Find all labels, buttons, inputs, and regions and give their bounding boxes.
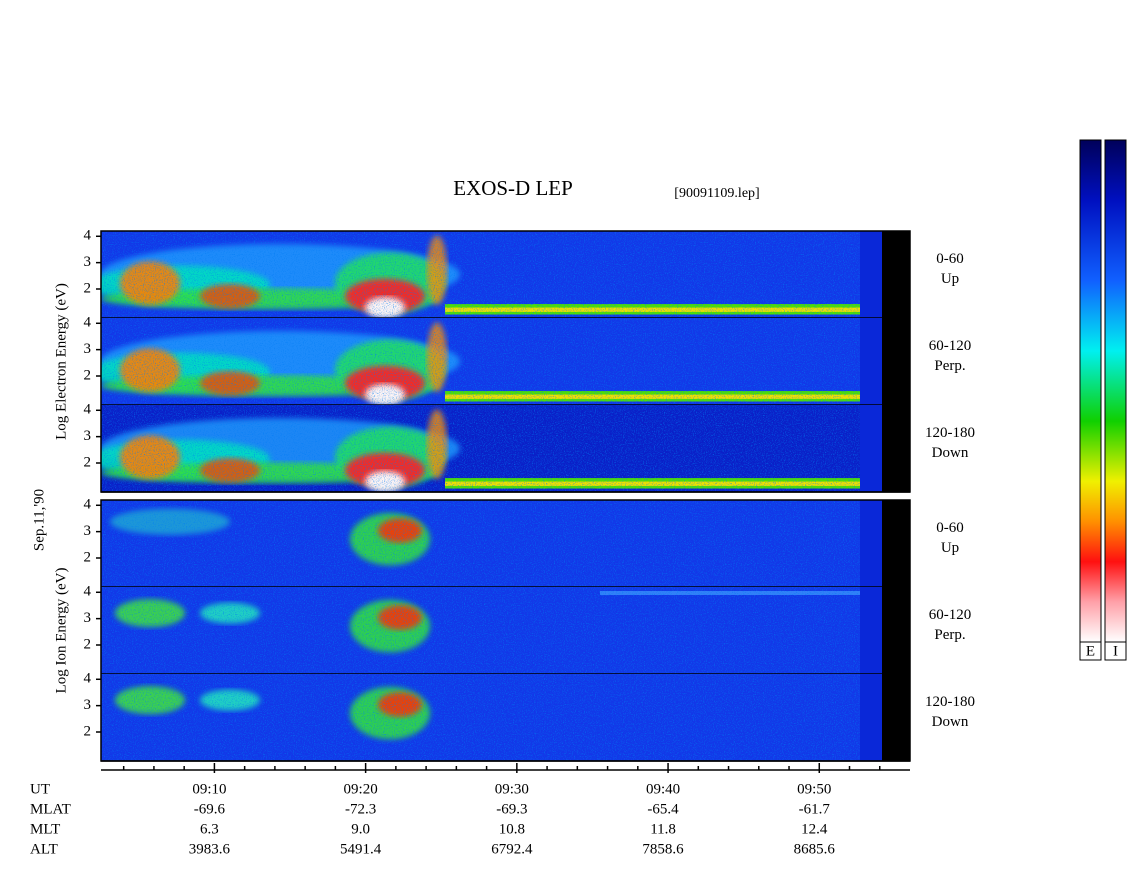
panel-group: 2 3 4 0-60 Up 2 3 4 60-120 Perp. 2 3 4 120-180 Down Log… (53, 497, 975, 762)
spectrogram-noise (101, 318, 860, 405)
y-tick-label: 3 (84, 523, 92, 539)
y-tick-label: 4 (84, 228, 92, 244)
y-tick-label: 2 (84, 454, 92, 470)
y-axis-label: Log Ion Energy (eV) (53, 568, 69, 694)
y-tick-label: 4 (84, 671, 92, 687)
colorbar-label: I (1113, 643, 1118, 659)
colorbar-label: E (1086, 643, 1095, 659)
x-tick-label: 09:10 (192, 781, 226, 797)
orbit-row-name: UT (30, 781, 50, 797)
colorbar-box (1104, 641, 1127, 661)
panel-label: 0-60 (936, 251, 964, 267)
orbit-row-name: MLT (30, 821, 60, 837)
y-tick-label: 3 (84, 428, 92, 444)
panel-label: Perp. (934, 627, 965, 643)
orbit-row-name: ALT (30, 841, 58, 857)
spectrogram (101, 674, 860, 761)
spectrogram (101, 587, 860, 674)
y-tick-label: 2 (84, 636, 92, 652)
orbit-value: 6.3 (200, 821, 219, 837)
panel-group: 2 3 4 0-60 Up 2 3 4 60-120 Perp. 2 3 4 120-180 Down Log… (53, 228, 975, 493)
panel-label: Down (932, 445, 969, 461)
spectrogram-noise (101, 674, 860, 761)
spectrogram-noise (101, 500, 860, 587)
no-data (882, 231, 910, 318)
orbit-value: 11.8 (650, 821, 676, 837)
fill-stripe (860, 405, 882, 492)
orbit-value: -69.3 (496, 801, 527, 817)
orbit-value: -72.3 (345, 801, 376, 817)
x-tick-label: 09:30 (495, 781, 529, 797)
fill-stripe (860, 500, 882, 587)
spectrogram (101, 405, 860, 492)
panel-label: Up (941, 271, 959, 287)
file-label: [90091109.lep] (674, 186, 759, 201)
orbit-row-name: MLAT (30, 801, 71, 817)
y-tick-label: 2 (84, 549, 92, 565)
no-data (882, 318, 910, 405)
y-tick-label: 2 (84, 723, 92, 739)
panel-label: Up (941, 540, 959, 556)
orbit-value: 8685.6 (794, 841, 836, 857)
orbit-value: 12.4 (801, 821, 828, 837)
x-tick-label: 09:50 (797, 781, 831, 797)
orbit-value: 7858.6 (642, 841, 684, 857)
panel-label: 60-120 (929, 338, 972, 354)
x-tick-label: 09:20 (344, 781, 378, 797)
no-data (882, 674, 910, 761)
y-tick-label: 3 (84, 610, 92, 626)
panel-label: Down (932, 714, 969, 730)
panel-frame (100, 499, 911, 762)
fill-stripe (860, 318, 882, 405)
spectrogram-noise (101, 587, 860, 674)
spectrogram-noise (101, 231, 860, 318)
y-tick-label: 4 (84, 315, 92, 331)
colorbar-box (1079, 641, 1102, 661)
colorbars: E I (1079, 139, 1127, 661)
y-tick-label: 2 (84, 367, 92, 383)
x-tick-label: 09:40 (646, 781, 680, 797)
no-data (882, 500, 910, 587)
spectrogram-noise (101, 405, 860, 492)
y-tick-label: 3 (84, 341, 92, 357)
y-tick-label: 4 (84, 497, 92, 513)
orbit-value: 9.0 (351, 821, 370, 837)
y-tick-label: 4 (84, 584, 92, 600)
y-tick-label: 4 (84, 402, 92, 418)
y-tick-label: 3 (84, 697, 92, 713)
y-tick-label: 3 (84, 254, 92, 270)
fill-stripe (860, 587, 882, 674)
spectrogram (101, 318, 860, 405)
panel-label: Perp. (934, 358, 965, 374)
orbit-value: 3983.6 (189, 841, 231, 857)
orbit-value: 10.8 (499, 821, 525, 837)
no-data (882, 587, 910, 674)
fill-stripe (860, 674, 882, 761)
fill-stripe (860, 231, 882, 318)
orbit-value: 6792.4 (491, 841, 533, 857)
panel-label: 120-180 (925, 694, 975, 710)
orbit-value: -65.4 (647, 801, 679, 817)
chart-title: EXOS-D LEP (453, 176, 573, 200)
spectrogram (101, 231, 860, 318)
y-axis-label: Log Electron Energy (eV) (53, 283, 69, 440)
colorbar (1079, 139, 1102, 643)
panel-label: 60-120 (929, 607, 972, 623)
orbit-value: 5491.4 (340, 841, 382, 857)
date-label: Sep.11,'90 (31, 489, 47, 551)
panel-frame (100, 230, 911, 493)
no-data (882, 405, 910, 492)
orbit-value: -61.7 (799, 801, 831, 817)
y-tick-label: 2 (84, 280, 92, 296)
orbit-value: -69.6 (194, 801, 226, 817)
panel-label: 120-180 (925, 425, 975, 441)
panel-label: 0-60 (936, 520, 964, 536)
colorbar (1104, 139, 1127, 643)
spectrogram (101, 500, 860, 587)
